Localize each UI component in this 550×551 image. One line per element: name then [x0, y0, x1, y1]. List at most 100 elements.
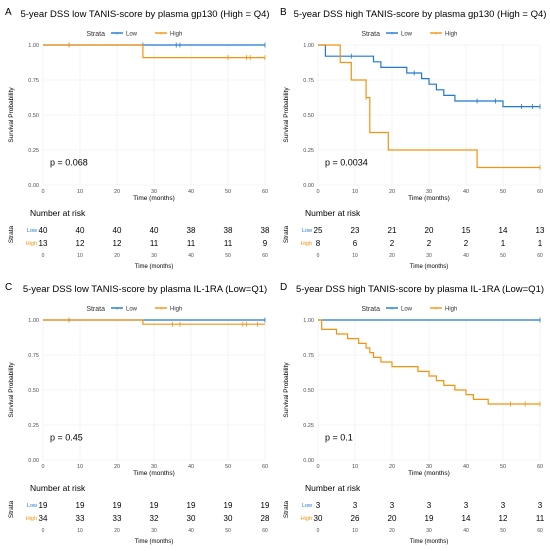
risk-row-label-high: High: [26, 516, 37, 522]
risk-x-tick-label: 40: [188, 528, 194, 534]
risk-table-title: Number at risk: [30, 483, 86, 493]
series-high: [318, 319, 541, 407]
risk-count: 19: [39, 501, 48, 510]
risk-x-tick-label: 20: [114, 253, 120, 259]
risk-count: 9: [263, 239, 268, 248]
risk-count: 8: [316, 239, 321, 248]
risk-count: 3: [501, 501, 506, 510]
x-tick-label: 0: [316, 464, 319, 470]
risk-x-tick-label: 60: [537, 253, 543, 259]
risk-x-tick-label: 10: [352, 253, 358, 259]
x-tick-label: 20: [114, 189, 120, 195]
panel-letter: C: [5, 282, 12, 293]
legend-label-high: High: [445, 307, 457, 313]
risk-count: 38: [224, 226, 233, 235]
risk-count: 1: [501, 239, 506, 248]
risk-count: 1: [538, 239, 543, 248]
risk-count: 11: [224, 239, 233, 248]
risk-x-tick-label: 40: [463, 253, 469, 259]
risk-count: 12: [499, 514, 508, 523]
y-tick-label: 0.75: [303, 78, 314, 84]
chart-title: 5-year DSS high TANIS-score by plasma gp…: [294, 9, 547, 20]
chart-panel-c: C 5-year DSS low TANIS-score by plasma IL…: [5, 282, 270, 545]
series-low: [318, 317, 541, 323]
p-value: p = 0.068: [50, 157, 88, 167]
p-value: p = 0.0034: [325, 157, 368, 167]
x-tick-label: 20: [389, 464, 395, 470]
survival-curve-high: [43, 44, 265, 59]
risk-count: 11: [150, 239, 159, 248]
risk-count: 3: [390, 501, 395, 510]
risk-strata-label: Strata: [8, 500, 15, 518]
y-tick-label: 1.00: [28, 43, 39, 49]
risk-x-tick-label: 20: [114, 528, 120, 534]
x-tick-label: 0: [41, 189, 44, 195]
risk-count: 14: [462, 514, 471, 523]
legend-cross-high: +: [434, 32, 438, 38]
x-tick-label: 40: [188, 189, 194, 195]
risk-x-tick-label: 50: [500, 253, 506, 259]
legend-title: Strata: [86, 306, 105, 313]
risk-x-tick-label: 50: [225, 253, 231, 259]
y-tick-label: 0.50: [303, 388, 314, 394]
legend-cross-low: +: [390, 32, 394, 38]
risk-count: 20: [388, 514, 397, 523]
risk-row-label-low: Low: [302, 503, 312, 509]
risk-row-label-low: Low: [27, 228, 37, 234]
risk-count: 26: [351, 514, 360, 523]
y-tick-label: 1.00: [303, 318, 314, 324]
risk-x-tick-label: 10: [352, 528, 358, 534]
y-axis-title: Survival Probability: [283, 362, 290, 418]
x-tick-label: 40: [463, 189, 469, 195]
x-tick-label: 50: [500, 464, 506, 470]
risk-x-tick-label: 20: [389, 253, 395, 259]
series-high: [43, 42, 266, 61]
y-tick-label: 0.50: [303, 113, 314, 119]
risk-x-axis-title: Time (months): [410, 539, 448, 545]
risk-table-title: Number at risk: [30, 208, 86, 218]
legend-label-low: Low: [401, 307, 413, 313]
series-low: [318, 44, 541, 110]
risk-x-tick-label: 60: [262, 253, 268, 259]
x-tick-label: 30: [151, 189, 157, 195]
risk-count: 2: [464, 239, 469, 248]
risk-x-tick-label: 50: [500, 528, 506, 534]
risk-row-label-high: High: [301, 241, 312, 247]
x-tick-label: 50: [500, 189, 506, 195]
panel-letter: B: [280, 7, 287, 18]
risk-x-tick-label: 60: [262, 528, 268, 534]
risk-count: 21: [388, 226, 397, 235]
chart-panel-a: A 5-year DSS low TANIS-score by plasma gp…: [5, 7, 270, 270]
x-tick-label: 60: [262, 464, 268, 470]
x-tick-label: 60: [537, 189, 543, 195]
risk-count: 2: [427, 239, 432, 248]
legend-title: Strata: [86, 31, 105, 38]
y-tick-label: 0.00: [303, 458, 314, 464]
legend: Strata + Low + High: [86, 31, 182, 38]
risk-count: 19: [261, 501, 270, 510]
legend-label-low: Low: [126, 307, 138, 313]
x-tick-label: 40: [463, 464, 469, 470]
p-value: p = 0.45: [50, 432, 83, 442]
x-tick-label: 10: [77, 464, 83, 470]
risk-count: 25: [314, 226, 323, 235]
risk-x-tick-label: 40: [463, 528, 469, 534]
risk-count: 19: [150, 501, 159, 510]
y-axis-title: Survival Probability: [8, 362, 15, 418]
risk-x-tick-label: 40: [188, 253, 194, 259]
chart-panel-b: B 5-year DSS high TANIS-score by plasma g…: [280, 7, 546, 270]
risk-x-tick-label: 0: [317, 253, 320, 259]
risk-count: 19: [113, 501, 122, 510]
risk-x-tick-label: 30: [426, 253, 432, 259]
x-tick-label: 0: [41, 464, 44, 470]
legend-cross-low: +: [115, 32, 119, 38]
legend-label-low: Low: [401, 32, 413, 38]
risk-count: 3: [316, 501, 321, 510]
legend-cross-high: +: [159, 307, 163, 313]
x-tick-label: 30: [426, 464, 432, 470]
risk-count: 3: [427, 501, 432, 510]
panel-letter: A: [5, 7, 12, 18]
